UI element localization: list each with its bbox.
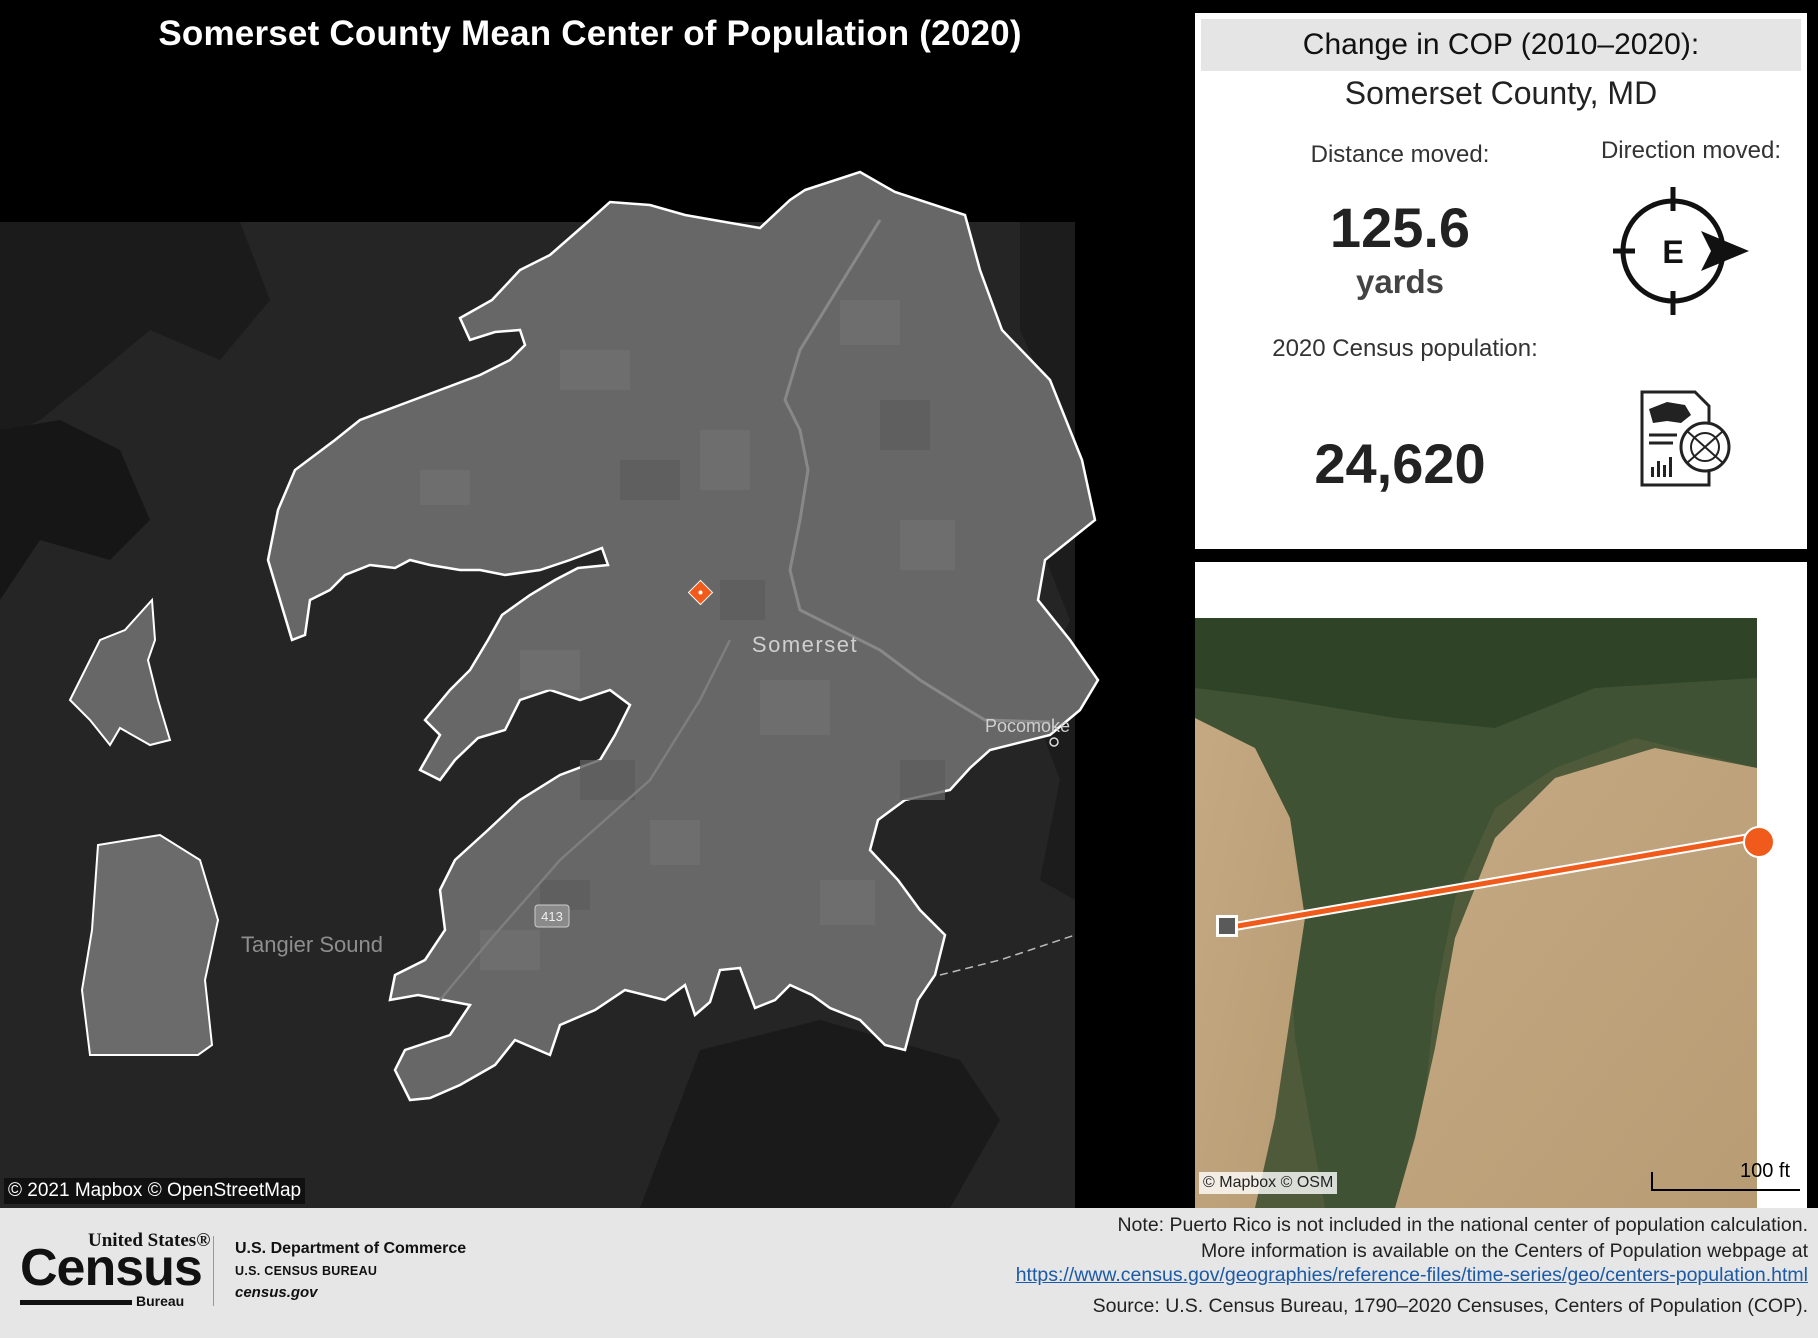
distance-unit: yards — [1355, 263, 1445, 300]
small-island — [68, 597, 172, 747]
detail-attribution[interactable]: © Mapbox © OSM — [1199, 1172, 1338, 1194]
land-west — [0, 222, 270, 440]
route-413 — [439, 639, 732, 1001]
logo-underline — [20, 1300, 132, 1305]
scale-label: 100 ft — [1740, 1160, 1791, 1182]
note-line-2: More information is available on the Cen… — [1200, 1240, 1808, 1262]
census-logo[interactable]: United States® Census Bureau — [20, 1230, 210, 1312]
route-shield-number: 413 — [541, 909, 563, 924]
distance-label: Distance moved: — [1310, 141, 1490, 168]
source-line: Source: U.S. Census Bureau, 1790–2020 Ce… — [1092, 1295, 1808, 1317]
smith-island — [80, 833, 220, 1056]
logo-divider — [213, 1236, 214, 1306]
land-east — [1020, 222, 1075, 900]
logo-bottom-text: Bureau — [136, 1293, 185, 1309]
main-map[interactable]: Somerset Tangier Sound Pocomoke 413 — [0, 0, 1180, 1208]
land-texture-dark — [540, 400, 945, 910]
right-field — [1395, 748, 1757, 1208]
center-of-population-marker[interactable] — [687, 579, 714, 606]
start-marker-2010[interactable] — [1216, 915, 1238, 937]
department-name: U.S. Department of Commerce — [235, 1240, 467, 1257]
direction-label: Direction moved: — [1600, 137, 1782, 164]
website-link[interactable]: census.gov — [235, 1284, 318, 1301]
town-dot — [1049, 737, 1059, 747]
state-line — [939, 934, 1076, 976]
land-texture — [420, 300, 955, 970]
detail-panel: © Mapbox © OSM 100 ft — [1195, 562, 1807, 1208]
highway-13 — [783, 219, 1051, 724]
logo-main-text: Census — [20, 1239, 203, 1297]
logo-top-text: United States® — [88, 1230, 211, 1251]
land-west-2 — [0, 420, 150, 600]
direction-letter: E — [1662, 234, 1683, 270]
stats-panel: Change in COP (2010–2020): Somerset Coun… — [1195, 13, 1807, 549]
page-title: Somerset County Mean Center of Populatio… — [158, 14, 1022, 53]
left-field — [1195, 718, 1305, 1208]
town-label: Pocomoke — [985, 716, 1070, 736]
note-line-1: Note: Puerto Rico is not included in the… — [1117, 1214, 1808, 1236]
detail-map[interactable] — [1195, 618, 1757, 1208]
tree-canopy — [1195, 618, 1757, 1208]
map-attribution[interactable]: © 2021 Mapbox © OpenStreetMap — [4, 1178, 306, 1204]
stats-header: Change in COP (2010–2020): — [1201, 19, 1801, 71]
county-name: Somerset County, MD — [1344, 75, 1658, 111]
distance-value: 125.6 — [1329, 196, 1471, 259]
census-document-icon — [1640, 390, 1731, 487]
population-value: 24,620 — [1314, 432, 1486, 495]
end-marker-2020[interactable] — [1743, 826, 1775, 858]
county-label: Somerset — [752, 632, 858, 657]
cop-webpage-link[interactable]: https://www.census.gov/geographies/refer… — [1015, 1264, 1808, 1286]
bureau-name: U.S. CENSUS BUREAU — [235, 1264, 378, 1278]
scale-bar — [1651, 1172, 1800, 1191]
land-south — [640, 1020, 1000, 1208]
compass-icon: E — [1613, 187, 1749, 315]
population-label: 2020 Census population: — [1272, 335, 1538, 362]
footer: United States® Census Bureau U.S. Depart… — [0, 1208, 1818, 1338]
water-label: Tangier Sound — [241, 932, 383, 957]
route-shield: 413 — [534, 904, 570, 928]
